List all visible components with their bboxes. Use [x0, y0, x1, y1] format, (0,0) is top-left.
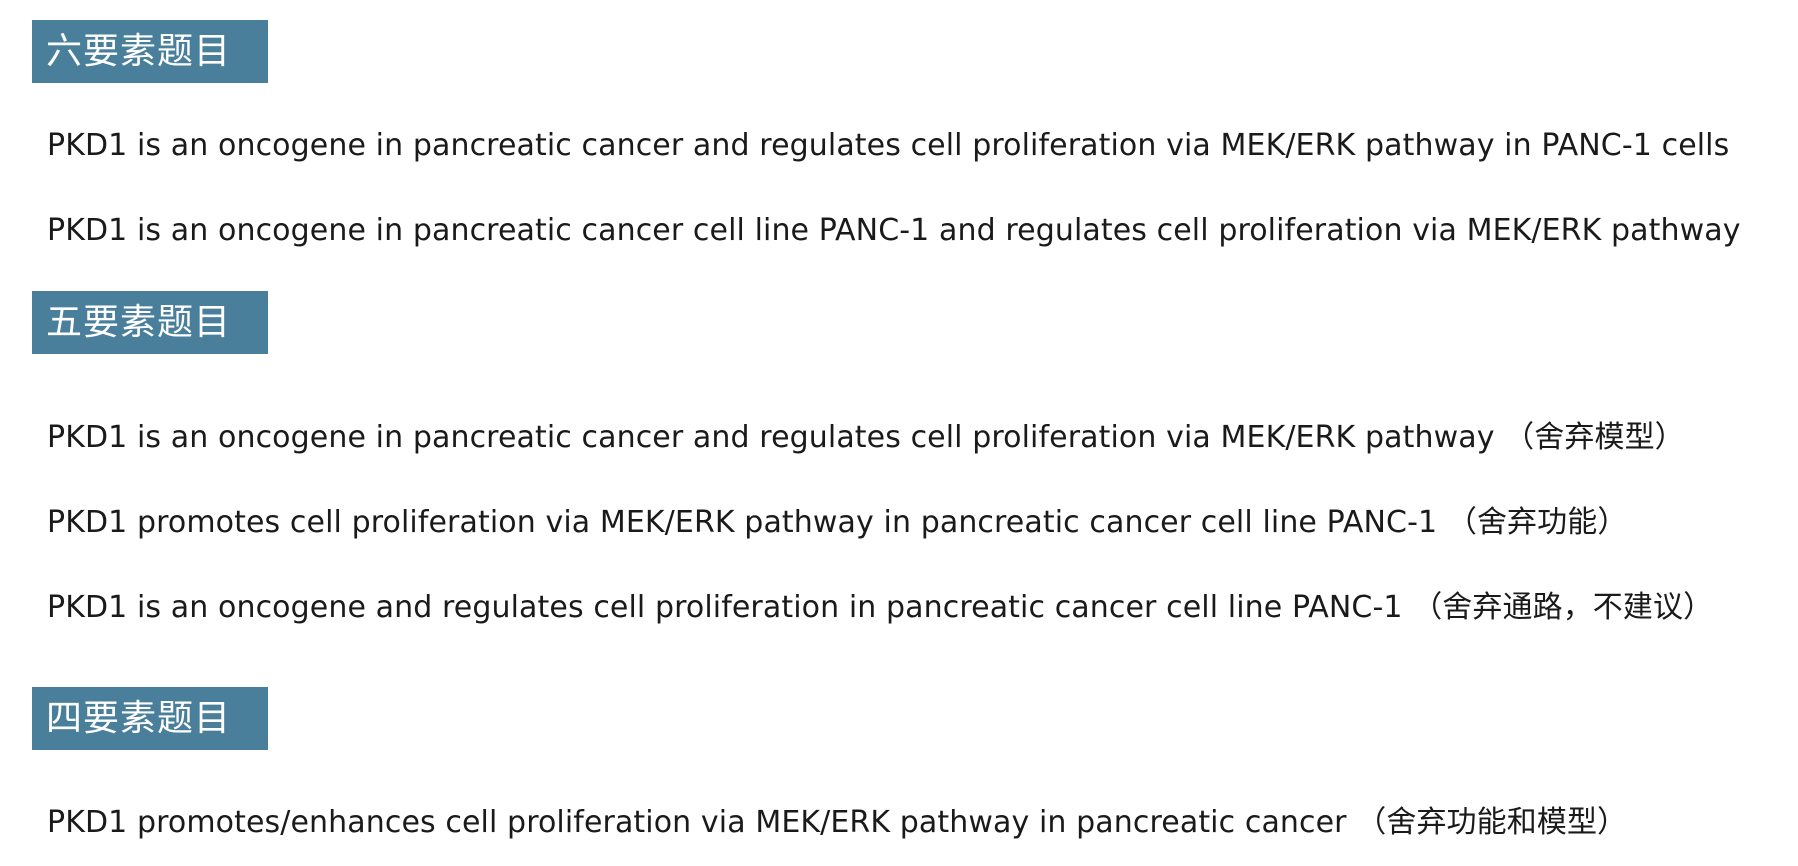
section-heading-badge: 四要素题目: [32, 687, 268, 750]
title-example: PKD1 is an oncogene in pancreatic cancer…: [47, 213, 1741, 248]
title-example: PKD1 promotes/enhances cell proliferatio…: [47, 805, 1628, 840]
title-example: PKD1 is an oncogene and regulates cell p…: [47, 590, 1714, 625]
title-example: PKD1 promotes cell proliferation via MEK…: [47, 505, 1628, 540]
title-example: PKD1 is an oncogene in pancreatic cancer…: [47, 420, 1685, 455]
section-heading-badge: 五要素题目: [32, 291, 268, 354]
title-example: PKD1 is an oncogene in pancreatic cancer…: [47, 128, 1730, 163]
section-heading-badge: 六要素题目: [32, 20, 268, 83]
